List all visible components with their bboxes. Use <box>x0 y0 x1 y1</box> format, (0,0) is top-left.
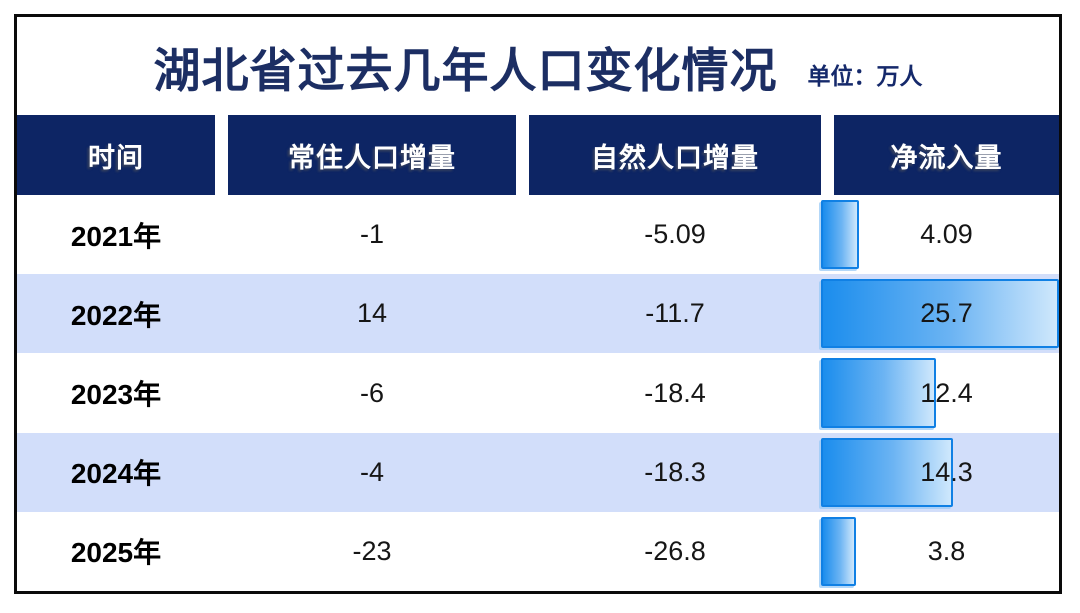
net-inflow-value: 3.8 <box>927 535 966 566</box>
row-year-label: 2024年 <box>70 458 162 490</box>
title-bar: 湖北省过去几年人口变化情况 单位：万人 <box>17 17 1059 115</box>
cell-net-inflow: 3.8 <box>821 512 1059 591</box>
column-header-resident-increment: 常住人口增量 <box>228 115 516 195</box>
cell-net-inflow: 14.3 <box>821 433 1059 512</box>
table-row: 2023年 -6 -18.4 12.4 <box>17 353 1059 433</box>
column-header-net-inflow: 净流入量 <box>834 115 1059 195</box>
table-body: 2021年 -1 -5.09 4.09 2022年 14 -11.7 25.7 … <box>17 195 1059 592</box>
cell-natural-increment: -26.8 <box>644 535 706 566</box>
row-year-label: 2023年 <box>70 379 162 410</box>
unit-label: 单位：万人 <box>807 63 923 89</box>
table-row: 2022年 14 -11.7 25.7 <box>17 274 1059 354</box>
cell-net-inflow: 25.7 <box>821 274 1059 353</box>
cell-net-inflow: 12.4 <box>821 353 1059 432</box>
cell-natural-increment: -11.7 <box>645 298 705 329</box>
row-year-label: 2021年 <box>70 220 162 252</box>
net-inflow-bar <box>821 516 857 587</box>
cell-resident-increment: 14 <box>356 298 388 329</box>
population-table-card: 湖北省过去几年人口变化情况 单位：万人 时间 常住人口增量 自然人口增量 净流入… <box>14 14 1062 594</box>
net-inflow-value: 12.4 <box>920 377 973 408</box>
column-header-time: 时间 <box>17 115 215 195</box>
cell-resident-increment: -23 <box>352 535 392 566</box>
page-title: 湖北省过去几年人口变化情况 <box>153 43 778 97</box>
net-inflow-value: 4.09 <box>920 219 973 250</box>
cell-resident-increment: -1 <box>359 219 384 250</box>
cell-resident-increment: -4 <box>359 456 384 487</box>
cell-resident-increment: -6 <box>359 377 384 408</box>
table-row: 2025年 -23 -26.8 3.8 <box>17 511 1059 592</box>
column-header-natural-increment: 自然人口增量 <box>529 115 821 195</box>
cell-natural-increment: -18.3 <box>644 456 706 487</box>
table-row: 2024年 -4 -18.3 14.3 <box>17 432 1059 512</box>
net-inflow-bar <box>821 437 954 507</box>
net-inflow-value: 14.3 <box>920 456 973 487</box>
cell-net-inflow: 4.09 <box>821 195 1059 274</box>
row-year-label: 2022年 <box>70 299 162 331</box>
row-year-label: 2025年 <box>70 537 162 569</box>
net-inflow-value: 25.7 <box>920 298 973 329</box>
net-inflow-bar <box>821 358 936 428</box>
cell-natural-increment: -18.4 <box>644 377 706 408</box>
net-inflow-bar <box>821 200 859 270</box>
cell-natural-increment: -5.09 <box>644 219 706 250</box>
table-header-row: 时间 常住人口增量 自然人口增量 净流入量 <box>17 115 1059 195</box>
table-row: 2021年 -1 -5.09 4.09 <box>17 195 1059 275</box>
net-inflow-bar <box>821 279 1059 349</box>
